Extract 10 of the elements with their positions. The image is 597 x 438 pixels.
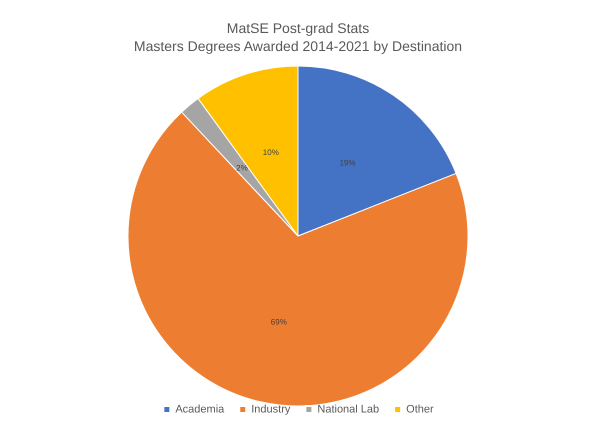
legend-label: Academia: [175, 404, 226, 416]
chart-title: MatSE Post-grad Stats: [226, 20, 370, 36]
legend-label: National Lab: [317, 404, 380, 416]
data-label: 19%: [339, 158, 356, 168]
data-label: 69%: [270, 317, 287, 326]
data-label: 10%: [262, 148, 279, 157]
legend-label: Other: [406, 404, 434, 416]
legend-label: Industry: [251, 404, 291, 416]
data-label: 2%: [236, 164, 248, 173]
chart-subtitle: Masters Degrees Awarded 2014-2021 by Destination: [134, 38, 462, 54]
